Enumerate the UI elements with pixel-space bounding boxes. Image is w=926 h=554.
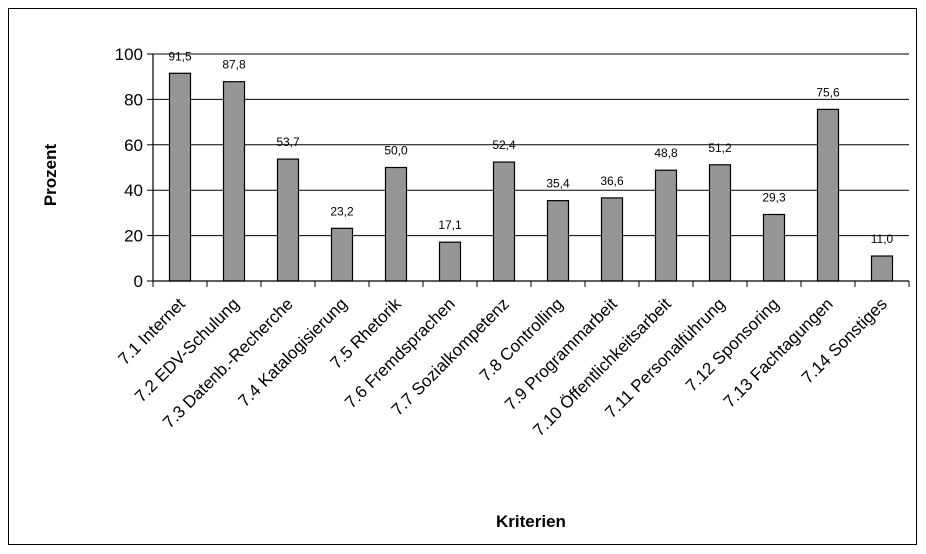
bar (438, 241, 462, 282)
data-label: 35,4 (546, 177, 570, 191)
data-label: 53,7 (276, 135, 300, 149)
data-label: 36,6 (600, 174, 624, 188)
data-label: 75,6 (816, 85, 840, 99)
bar (762, 213, 786, 282)
data-label: 50,0 (384, 144, 408, 158)
x-tick-label: 7.2 EDV-Schulung (131, 294, 243, 406)
bar (222, 81, 246, 282)
data-label: 11,0 (871, 232, 894, 246)
y-tick-label: 0 (134, 272, 143, 291)
bar (492, 161, 516, 282)
data-label: 87,8 (222, 58, 246, 72)
x-tick-label: 7.12 Sponsoring (682, 294, 783, 395)
data-label: 51,2 (708, 141, 732, 155)
data-label: 29,3 (762, 190, 786, 204)
bar (546, 200, 570, 282)
bar (168, 72, 192, 282)
axes (147, 53, 910, 287)
x-axis-title: Kriterien (496, 512, 566, 531)
data-label: 23,2 (330, 204, 354, 218)
bars (168, 72, 894, 282)
bar (708, 164, 732, 282)
y-tick-label: 60 (124, 136, 143, 155)
y-tick-label: 100 (115, 45, 143, 64)
gridlines (153, 53, 909, 237)
bar (384, 166, 408, 282)
y-tick-label: 40 (124, 181, 143, 200)
y-axis-title: Prozent (41, 143, 60, 206)
bar (870, 255, 894, 282)
data-label: 48,8 (654, 146, 678, 160)
bar (600, 197, 624, 282)
data-label: 52,4 (492, 138, 516, 152)
bar (276, 158, 300, 282)
bar (816, 108, 840, 282)
data-label: 17,1 (438, 218, 462, 232)
y-tick-label: 80 (124, 90, 143, 109)
bar (654, 169, 678, 282)
data-label: 91,5 (168, 49, 192, 63)
y-tick-label: 20 (124, 227, 143, 246)
bar (330, 227, 354, 282)
